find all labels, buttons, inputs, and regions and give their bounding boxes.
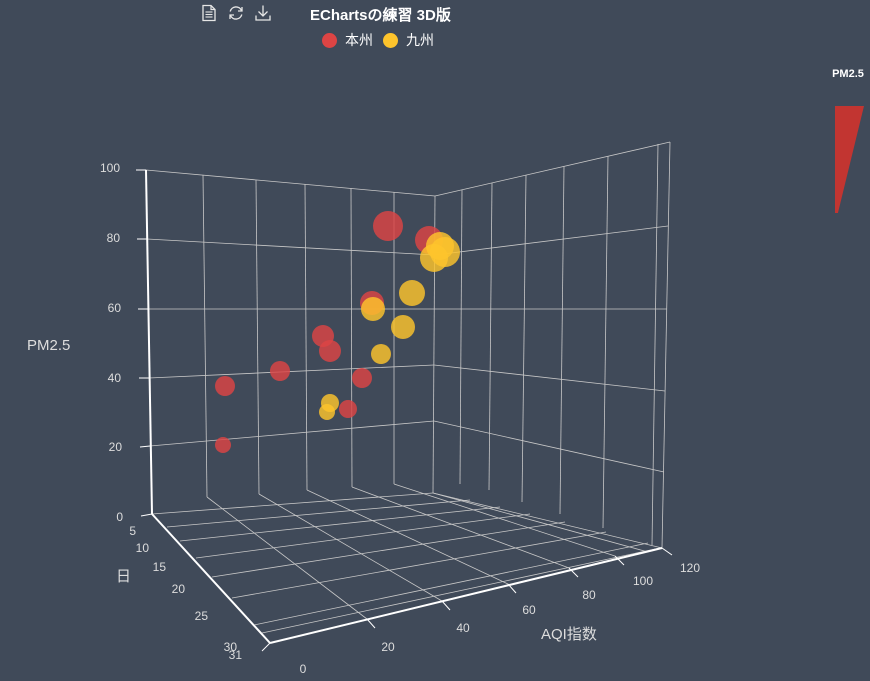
legend-dot-honshu bbox=[322, 32, 337, 48]
y-tick-10: 10 bbox=[136, 541, 150, 555]
y-axis-name: 日 bbox=[116, 568, 131, 585]
visual-map: PM2.5 bbox=[826, 68, 870, 213]
chart-title: EChartsの練習 3D版 bbox=[310, 7, 451, 24]
legend-item-honshu[interactable]: 本州 bbox=[322, 30, 373, 50]
x-tick-20: 20 bbox=[381, 640, 395, 654]
x-tick-40: 40 bbox=[456, 621, 470, 635]
x-tick-100: 100 bbox=[633, 574, 653, 588]
y-tick-15: 15 bbox=[153, 560, 167, 574]
legend-item-kyushu[interactable]: 九州 bbox=[383, 30, 434, 50]
z-tick-100: 100 bbox=[100, 161, 120, 175]
x-axis-line bbox=[269, 547, 663, 644]
grid-lines bbox=[145, 141, 671, 634]
data-point-honshu[interactable] bbox=[373, 211, 403, 241]
toolbox bbox=[200, 4, 272, 22]
visual-map-bar[interactable] bbox=[826, 88, 870, 213]
x-axis-name: AQI指数 bbox=[541, 626, 597, 643]
data-point-honshu[interactable] bbox=[270, 361, 290, 381]
data-point-honshu[interactable] bbox=[215, 376, 235, 396]
z-axis-line bbox=[145, 169, 153, 515]
z-axis-name: PM2.5 bbox=[27, 337, 70, 354]
data-view-icon[interactable] bbox=[200, 4, 218, 22]
x-tick-120: 120 bbox=[680, 561, 700, 575]
data-point-kyushu[interactable] bbox=[319, 404, 335, 420]
x-tick-80: 80 bbox=[582, 588, 596, 602]
data-point-kyushu[interactable] bbox=[371, 344, 391, 364]
axis-ticks bbox=[136, 169, 673, 652]
y-tick-5: 5 bbox=[129, 524, 136, 538]
data-point-kyushu[interactable] bbox=[426, 232, 454, 260]
x-tick-0: 0 bbox=[300, 662, 307, 676]
save-image-icon[interactable] bbox=[254, 4, 272, 22]
data-point-kyushu[interactable] bbox=[391, 315, 415, 339]
restore-icon[interactable] bbox=[227, 4, 245, 22]
y-tick-31: 31 bbox=[229, 648, 243, 662]
data-point-honshu[interactable] bbox=[352, 368, 372, 388]
data-point-kyushu[interactable] bbox=[361, 297, 385, 321]
x-tick-60: 60 bbox=[522, 603, 536, 617]
z-tick-0: 0 bbox=[116, 510, 123, 524]
visual-map-label: PM2.5 bbox=[832, 68, 864, 80]
z-tick-60: 60 bbox=[108, 301, 122, 315]
data-point-kyushu[interactable] bbox=[399, 280, 425, 306]
z-tick-80: 80 bbox=[107, 231, 121, 245]
legend-label-kyushu: 九州 bbox=[406, 32, 434, 48]
data-point-honshu[interactable] bbox=[215, 437, 231, 453]
legend-label-honshu: 本州 bbox=[345, 32, 373, 48]
data-points bbox=[215, 211, 460, 453]
y-tick-25: 25 bbox=[195, 609, 209, 623]
y-axis-line bbox=[151, 513, 271, 644]
z-tick-20: 20 bbox=[109, 440, 123, 454]
data-point-honshu[interactable] bbox=[319, 340, 341, 362]
z-tick-40: 40 bbox=[108, 371, 122, 385]
y-tick-30: 30 bbox=[224, 640, 238, 654]
data-point-honshu[interactable] bbox=[339, 400, 357, 418]
legend: 本州 九州 bbox=[322, 30, 438, 50]
axis-lines bbox=[145, 169, 663, 644]
y-tick-20: 20 bbox=[172, 582, 186, 596]
legend-dot-kyushu bbox=[383, 32, 398, 48]
